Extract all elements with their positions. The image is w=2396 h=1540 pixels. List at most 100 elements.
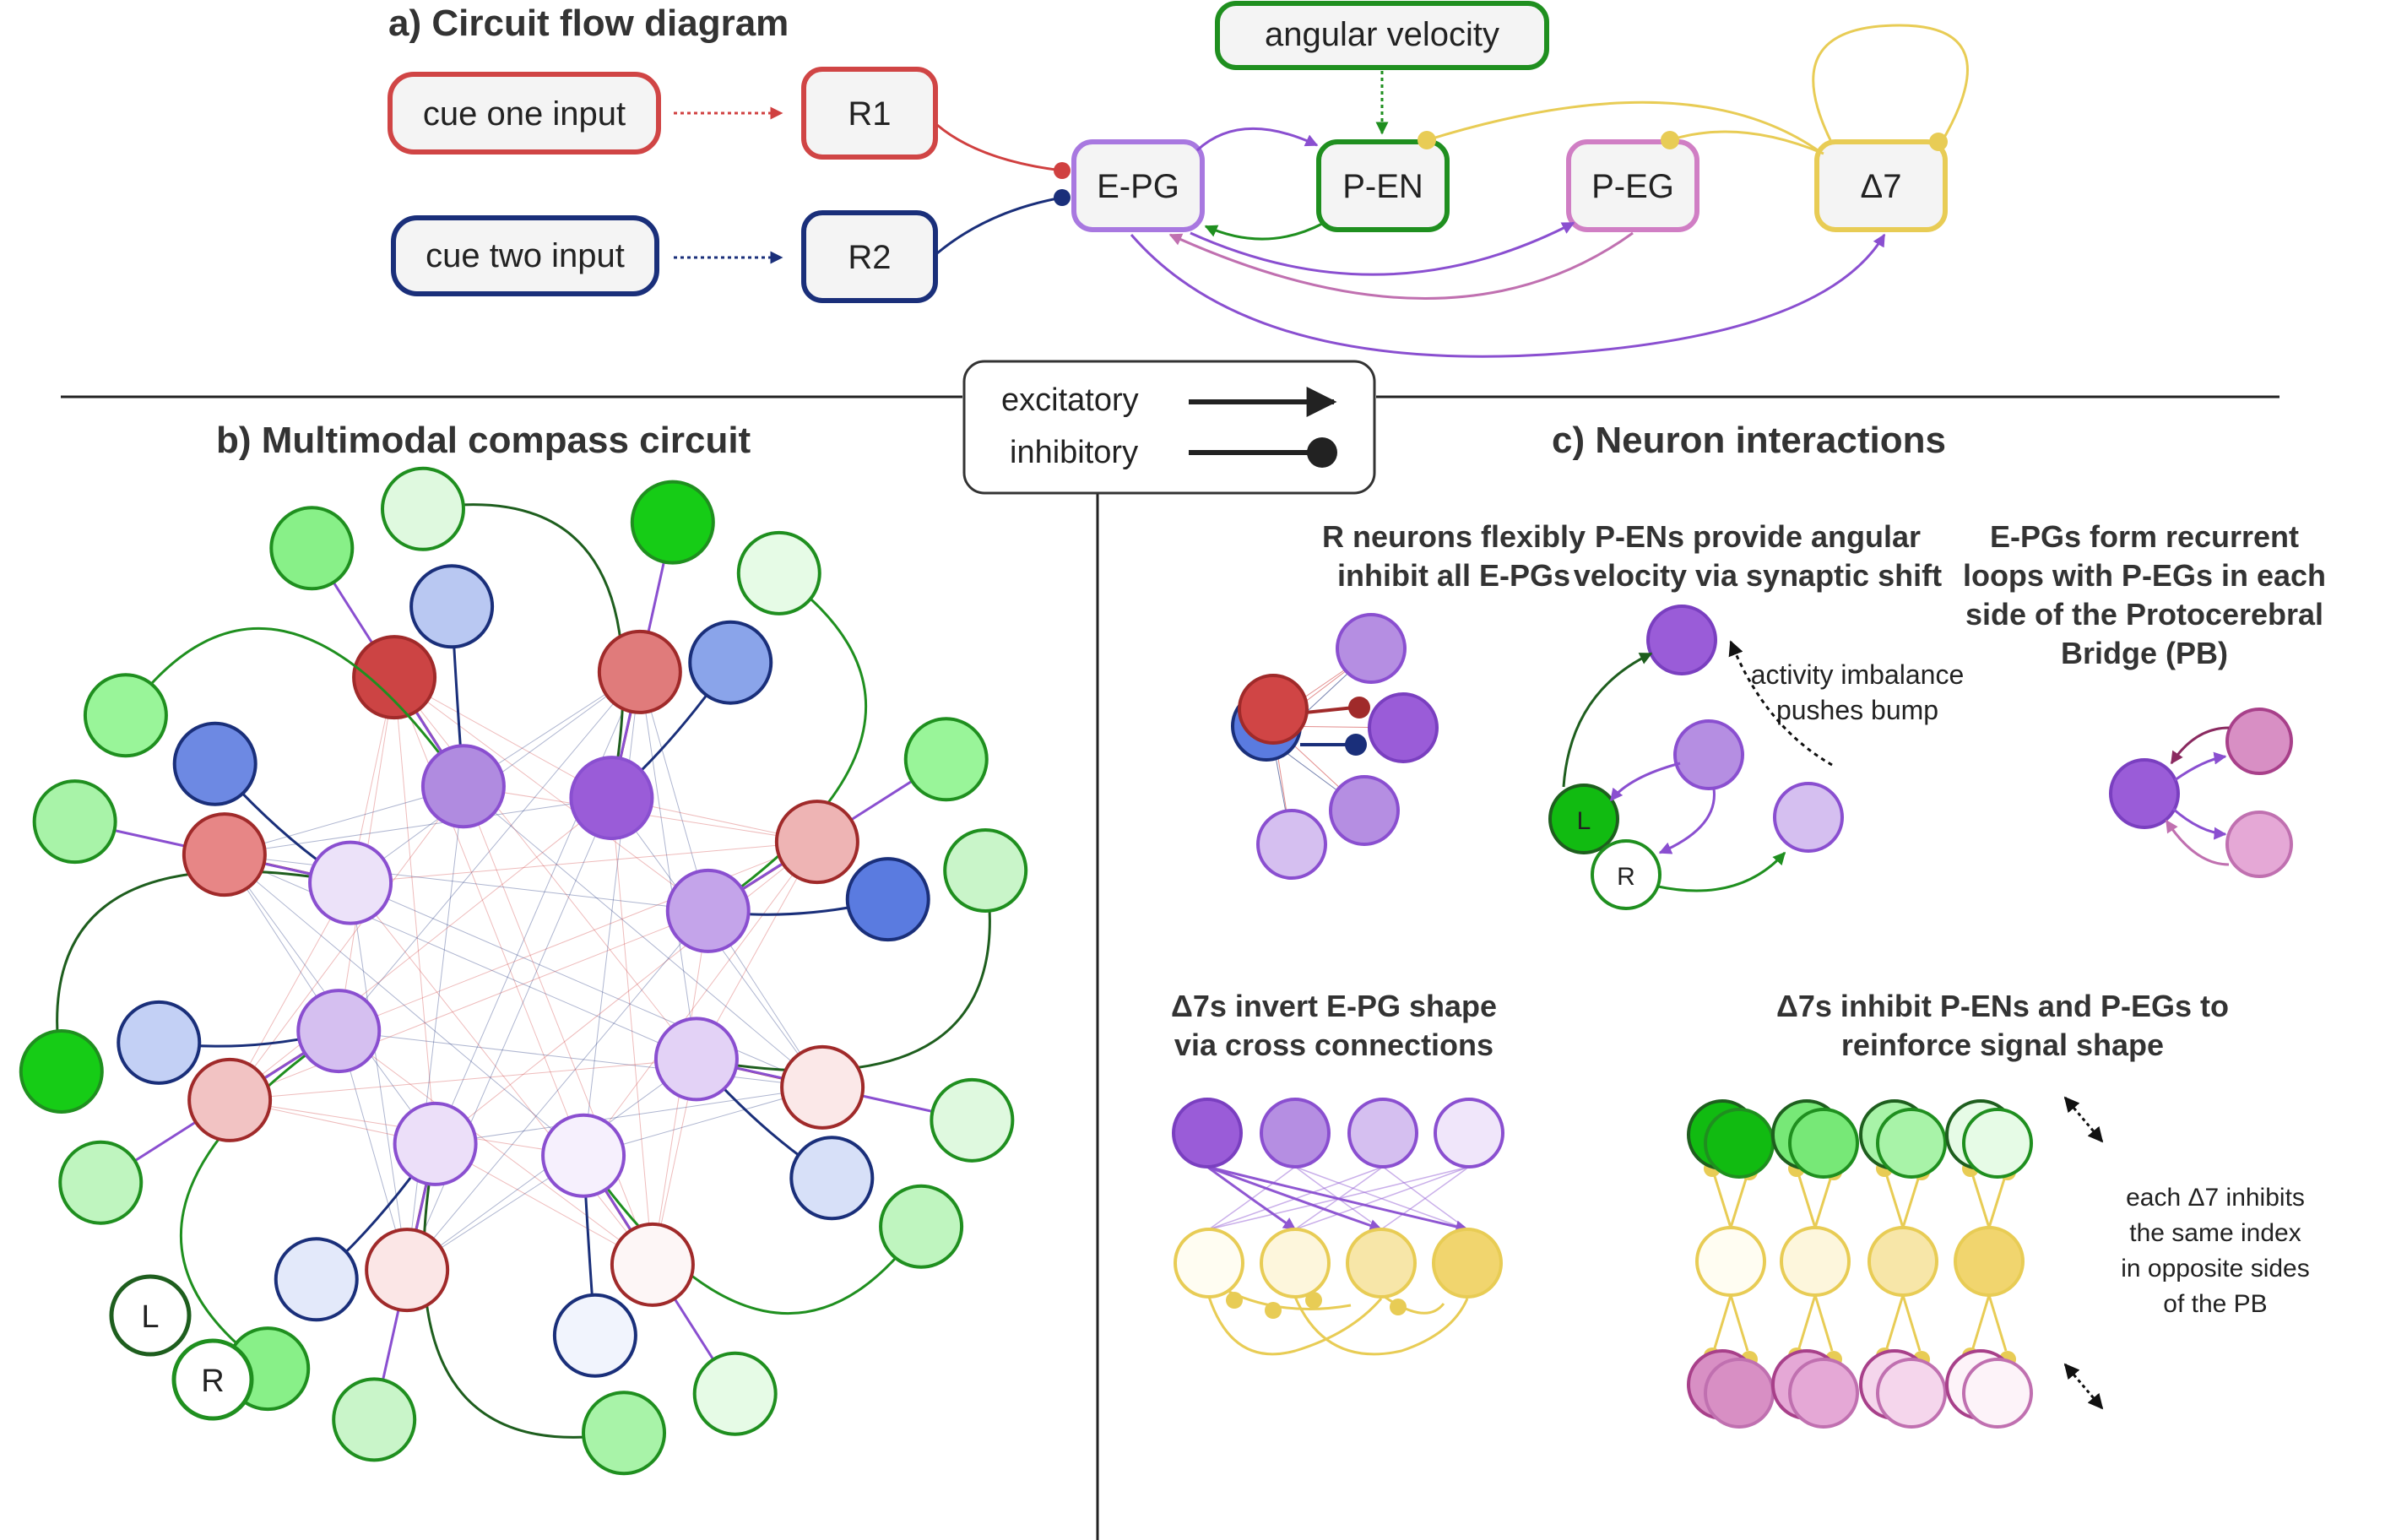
c3-peg-epg-bottom <box>2165 819 2230 866</box>
b-r2-node <box>274 1237 359 1322</box>
c5-arrow-bottom <box>2063 1363 2104 1410</box>
b-cross-line <box>338 1030 653 1266</box>
legend-inhibitory-label: inhibitory <box>1010 435 1138 470</box>
peg-box <box>1566 139 1699 232</box>
r1-epg-inhibit <box>936 123 1063 172</box>
panel-b-title: b) Multimodal compass circuit <box>216 420 751 461</box>
c2-epg-l-arrow <box>1609 762 1681 802</box>
pen-epg-arrow <box>1204 221 1325 241</box>
c-loop-title-1: E-PGs form recurrent <box>1990 519 2299 554</box>
b-epg-node <box>541 1113 626 1198</box>
cue-one-box <box>388 72 661 155</box>
legend-box <box>962 360 1376 495</box>
c-activity-1: activity imbalance <box>1751 659 1965 690</box>
c2-epg-right <box>1773 782 1844 853</box>
r1-box <box>801 67 938 160</box>
c5-yellow-link-top <box>1712 1173 1749 1228</box>
c2-r-label: R <box>1617 863 1635 891</box>
b-green-link <box>422 1142 625 1439</box>
c4-cross-line <box>1382 1166 1468 1230</box>
b-left-label: L <box>141 1299 159 1335</box>
c-activity-2: pushes bump <box>1776 695 1938 725</box>
c-inv-title-1: Δ7s invert E-PG shape <box>1171 989 1497 1023</box>
b-epg-node <box>420 744 506 829</box>
b-r2-node <box>688 620 773 705</box>
c5-pen-front <box>1788 1108 1859 1179</box>
c4-cross-line <box>1294 1166 1470 1230</box>
b-cross-line <box>339 841 818 1032</box>
c5-peg-front <box>1704 1358 1775 1429</box>
b-epg-node <box>569 756 654 841</box>
c2-epg-mid <box>1673 719 1744 790</box>
c4-cross-line <box>1294 1166 1382 1230</box>
c4-cross-line <box>1206 1165 1297 1231</box>
b-r2-node <box>409 564 495 649</box>
c-loop-title-3: side of the Protocerebral <box>1965 597 2323 632</box>
c5-d7 <box>1695 1226 1766 1297</box>
cue-two-box <box>391 215 659 296</box>
b-green-link <box>124 627 465 788</box>
b-cross-line <box>224 797 612 855</box>
b-pen-node <box>332 1377 417 1462</box>
b-cross-line <box>393 676 709 912</box>
c3-epg <box>2109 758 2180 829</box>
b-pen-node <box>903 717 989 802</box>
c1-r1 <box>1238 674 1309 745</box>
d7-self-dot <box>1929 133 1948 151</box>
panel-a-title: a) Circuit flow diagram <box>388 3 789 44</box>
b-cross-line <box>230 1058 697 1101</box>
b-pen-node <box>630 480 715 565</box>
d7-pen-dot <box>1418 131 1436 149</box>
b-r1-node <box>774 800 859 885</box>
c4-epg-1 <box>1172 1098 1243 1169</box>
d7-pen-inhibit <box>1426 100 1821 154</box>
b-pen-node <box>32 779 117 865</box>
c3-epg-peg-top <box>2174 751 2227 782</box>
c4-cross-line <box>1206 1165 1383 1232</box>
b-r1-node <box>597 629 682 714</box>
c-r-title-1: R neurons flexibly <box>1322 519 1586 554</box>
angular-velocity-box <box>1215 1 1549 70</box>
b-cross-line <box>435 841 818 1145</box>
legend: excitatory inhibitory <box>962 360 1376 495</box>
b-green-link <box>56 870 352 1072</box>
b-cross-line <box>229 910 708 1101</box>
c5-yellow-link-bottom <box>1712 1294 1749 1352</box>
b-r1-node <box>365 1228 450 1313</box>
c-loop-title-2: loops with P-EGs in each <box>1963 558 2326 593</box>
panel-b-compass-circuit <box>19 466 1028 1476</box>
cue-two-label: cue two input <box>426 237 625 274</box>
c4-cross-line <box>1208 1166 1470 1230</box>
b-green-link <box>582 1154 923 1315</box>
c4-cross-line <box>1206 1165 1469 1234</box>
b-epg-node <box>393 1101 478 1186</box>
b-r2-node <box>117 1000 202 1085</box>
c3-peg-bottom <box>2225 811 2293 878</box>
legend-inhibitory-dot <box>1307 437 1337 468</box>
b-cross-line <box>406 797 612 1271</box>
c4-cross-line <box>1294 1166 1468 1230</box>
b-cross-line <box>224 854 584 1157</box>
c-pens: P-ENs provide angular velocity via synap… <box>1548 519 1965 910</box>
epg-d7-arrow <box>1130 233 1886 358</box>
c5-peg-front <box>1788 1358 1859 1429</box>
c5-pen-front <box>1962 1108 2033 1179</box>
b-cross-line <box>229 797 612 1101</box>
c1-epg-4 <box>1256 809 1327 880</box>
b-peg-node <box>19 1029 104 1114</box>
b-r1-node <box>610 1222 695 1307</box>
b-peg-node <box>380 466 465 551</box>
c5-yellow-link-bottom <box>1884 1294 1922 1352</box>
b-green-link <box>695 870 991 1072</box>
b-cross-line <box>583 671 641 1156</box>
b-cross-line <box>463 786 653 1266</box>
cue-one-label: cue one input <box>423 95 626 133</box>
c4-cross-line <box>1208 1166 1296 1230</box>
b-cross-line <box>639 671 697 1060</box>
c4-epg-3 <box>1347 1098 1418 1169</box>
c4-d7-2 <box>1260 1228 1331 1299</box>
b-epg-node <box>296 989 382 1074</box>
b-pen-node <box>58 1140 144 1225</box>
b-r1-node <box>187 1057 273 1142</box>
b-r2-node <box>552 1293 637 1378</box>
